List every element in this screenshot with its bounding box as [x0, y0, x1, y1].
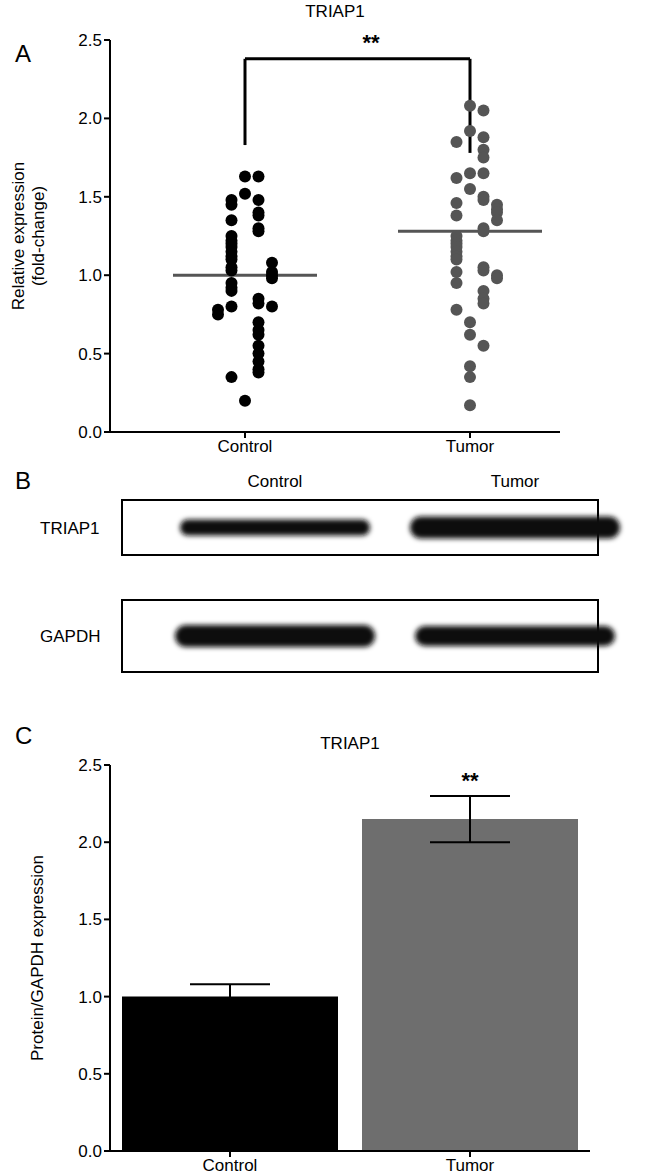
svg-text:1.5: 1.5 — [78, 910, 102, 929]
html-text:A: A — [15, 40, 31, 67]
svg-text:1.0: 1.0 — [78, 988, 102, 1007]
html-text:TRIAP1: TRIAP1 — [320, 734, 380, 753]
html-text:(fold-change): (fold-change) — [29, 185, 48, 287]
svg-text:0.5: 0.5 — [78, 345, 102, 364]
svg-text:0.0: 0.0 — [78, 423, 102, 442]
svg-text:2.0: 2.0 — [78, 109, 102, 128]
svg-text:0.0: 0.0 — [78, 1142, 102, 1161]
svg-text:Tumor: Tumor — [491, 472, 540, 491]
svg-text:Tumor: Tumor — [446, 437, 495, 456]
svg-text:TRIAP1: TRIAP1 — [40, 519, 100, 538]
html-text:TRIAP1: TRIAP1 — [305, 2, 365, 21]
svg-text:Control: Control — [203, 1156, 258, 1175]
svg-text:GAPDH: GAPDH — [40, 627, 100, 646]
svg-text:1.5: 1.5 — [78, 188, 102, 207]
svg-text:0.5: 0.5 — [78, 1065, 102, 1084]
svg-text:Control: Control — [248, 472, 303, 491]
html-text:B: B — [15, 467, 31, 494]
svg-text:2.5: 2.5 — [78, 31, 102, 50]
svg-text:2.0: 2.0 — [78, 833, 102, 852]
svg-text:Tumor: Tumor — [446, 1156, 495, 1175]
html-text:Protein/GAPDH expression: Protein/GAPDH expression — [28, 855, 47, 1061]
svg-text:1.0: 1.0 — [78, 266, 102, 285]
html-text:Relative expression: Relative expression — [9, 161, 28, 311]
html-text:C: C — [15, 722, 33, 749]
svg-text:Control: Control — [218, 437, 273, 456]
svg-text:2.5: 2.5 — [78, 756, 102, 775]
